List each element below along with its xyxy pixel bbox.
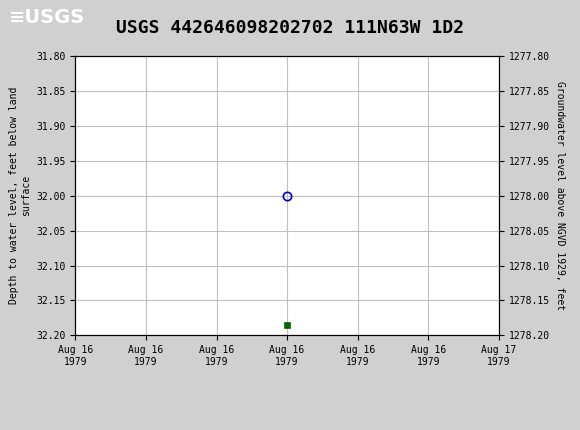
Text: ≡USGS: ≡USGS <box>9 8 85 27</box>
Text: USGS 442646098202702 111N63W 1D2: USGS 442646098202702 111N63W 1D2 <box>116 19 464 37</box>
Y-axis label: Depth to water level, feet below land
surface: Depth to water level, feet below land su… <box>9 87 31 304</box>
Y-axis label: Groundwater level above NGVD 1929, feet: Groundwater level above NGVD 1929, feet <box>555 81 565 310</box>
